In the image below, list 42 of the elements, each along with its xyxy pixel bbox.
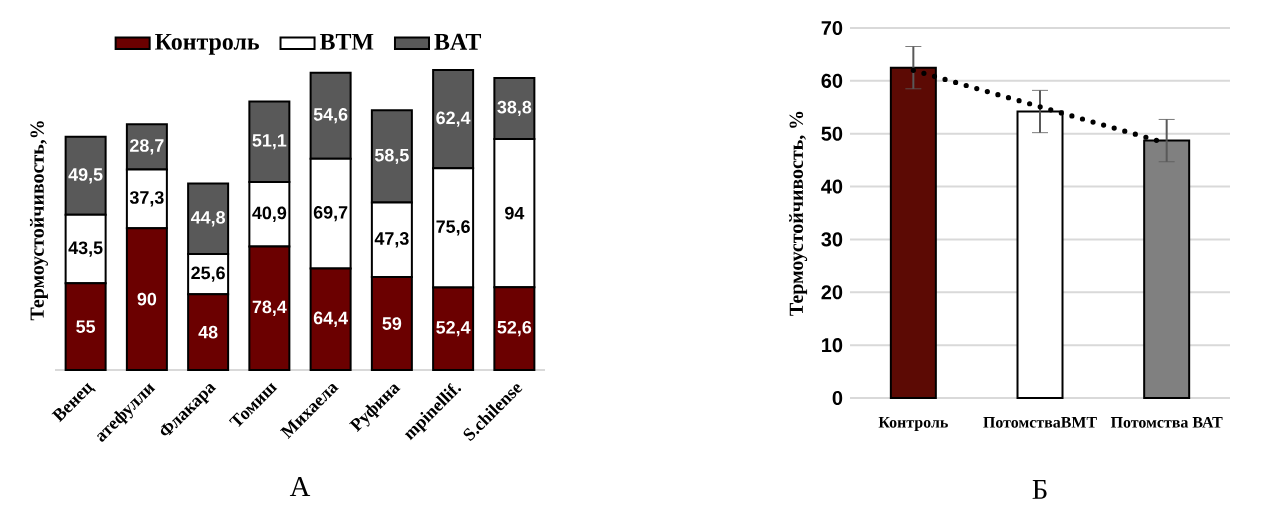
data-label: 52,4	[436, 321, 471, 337]
text: Б	[1032, 480, 1047, 499]
data-label: 28,7	[130, 139, 164, 155]
x-tick-label: Контроль	[878, 417, 948, 431]
legend-label: BAT	[434, 33, 482, 50]
data-label: 54,6	[313, 108, 348, 124]
data-label: 94	[505, 206, 525, 220]
data-label: 25,6	[191, 266, 225, 282]
data-label: 52,6	[497, 320, 532, 337]
data-label: 44,8	[190, 211, 226, 227]
data-label: 64,4	[313, 311, 348, 327]
data-label: 51,1	[252, 134, 287, 150]
y-tick-label: 50	[821, 126, 843, 141]
data-label: 55	[76, 320, 96, 333]
y-tick-label: 30	[821, 232, 843, 247]
data-label: 40,9	[252, 206, 287, 222]
data-label: 75,6	[436, 220, 470, 236]
x-tick-label: Потомства ВАТ	[1110, 417, 1223, 428]
legend-label: Контроль	[155, 33, 259, 55]
y-tick-label: 60	[821, 73, 843, 88]
data-label: 69,7	[313, 205, 348, 222]
x-tick-label: ПотомстваВМТ	[983, 417, 1097, 428]
data-label: 49,5	[68, 168, 103, 184]
y-tick-label: 20	[821, 285, 843, 300]
data-label: 37,3	[129, 191, 164, 207]
data-label: 90	[137, 292, 157, 306]
data-label: 47,3	[374, 232, 409, 248]
y-tick-label: 10	[822, 338, 843, 353]
y-axis-title: Термоустойчивость, %	[789, 111, 808, 316]
data-label: 59	[382, 317, 402, 330]
data-label: 58,5	[374, 148, 409, 165]
data-label: 62,4	[436, 111, 471, 127]
data-label: 38,8	[497, 100, 532, 117]
text: А	[289, 477, 311, 496]
legend-label: BTM	[319, 33, 374, 50]
y-tick-label: 0	[832, 390, 843, 406]
data-label: 48	[198, 325, 218, 339]
y-tick-label: 40	[821, 179, 843, 194]
y-tick-label: 70	[821, 20, 843, 36]
data-label: 43,5	[68, 241, 103, 257]
data-label: 78,4	[252, 300, 287, 316]
y-axis-title: Термоустойчивость,%	[29, 121, 48, 321]
